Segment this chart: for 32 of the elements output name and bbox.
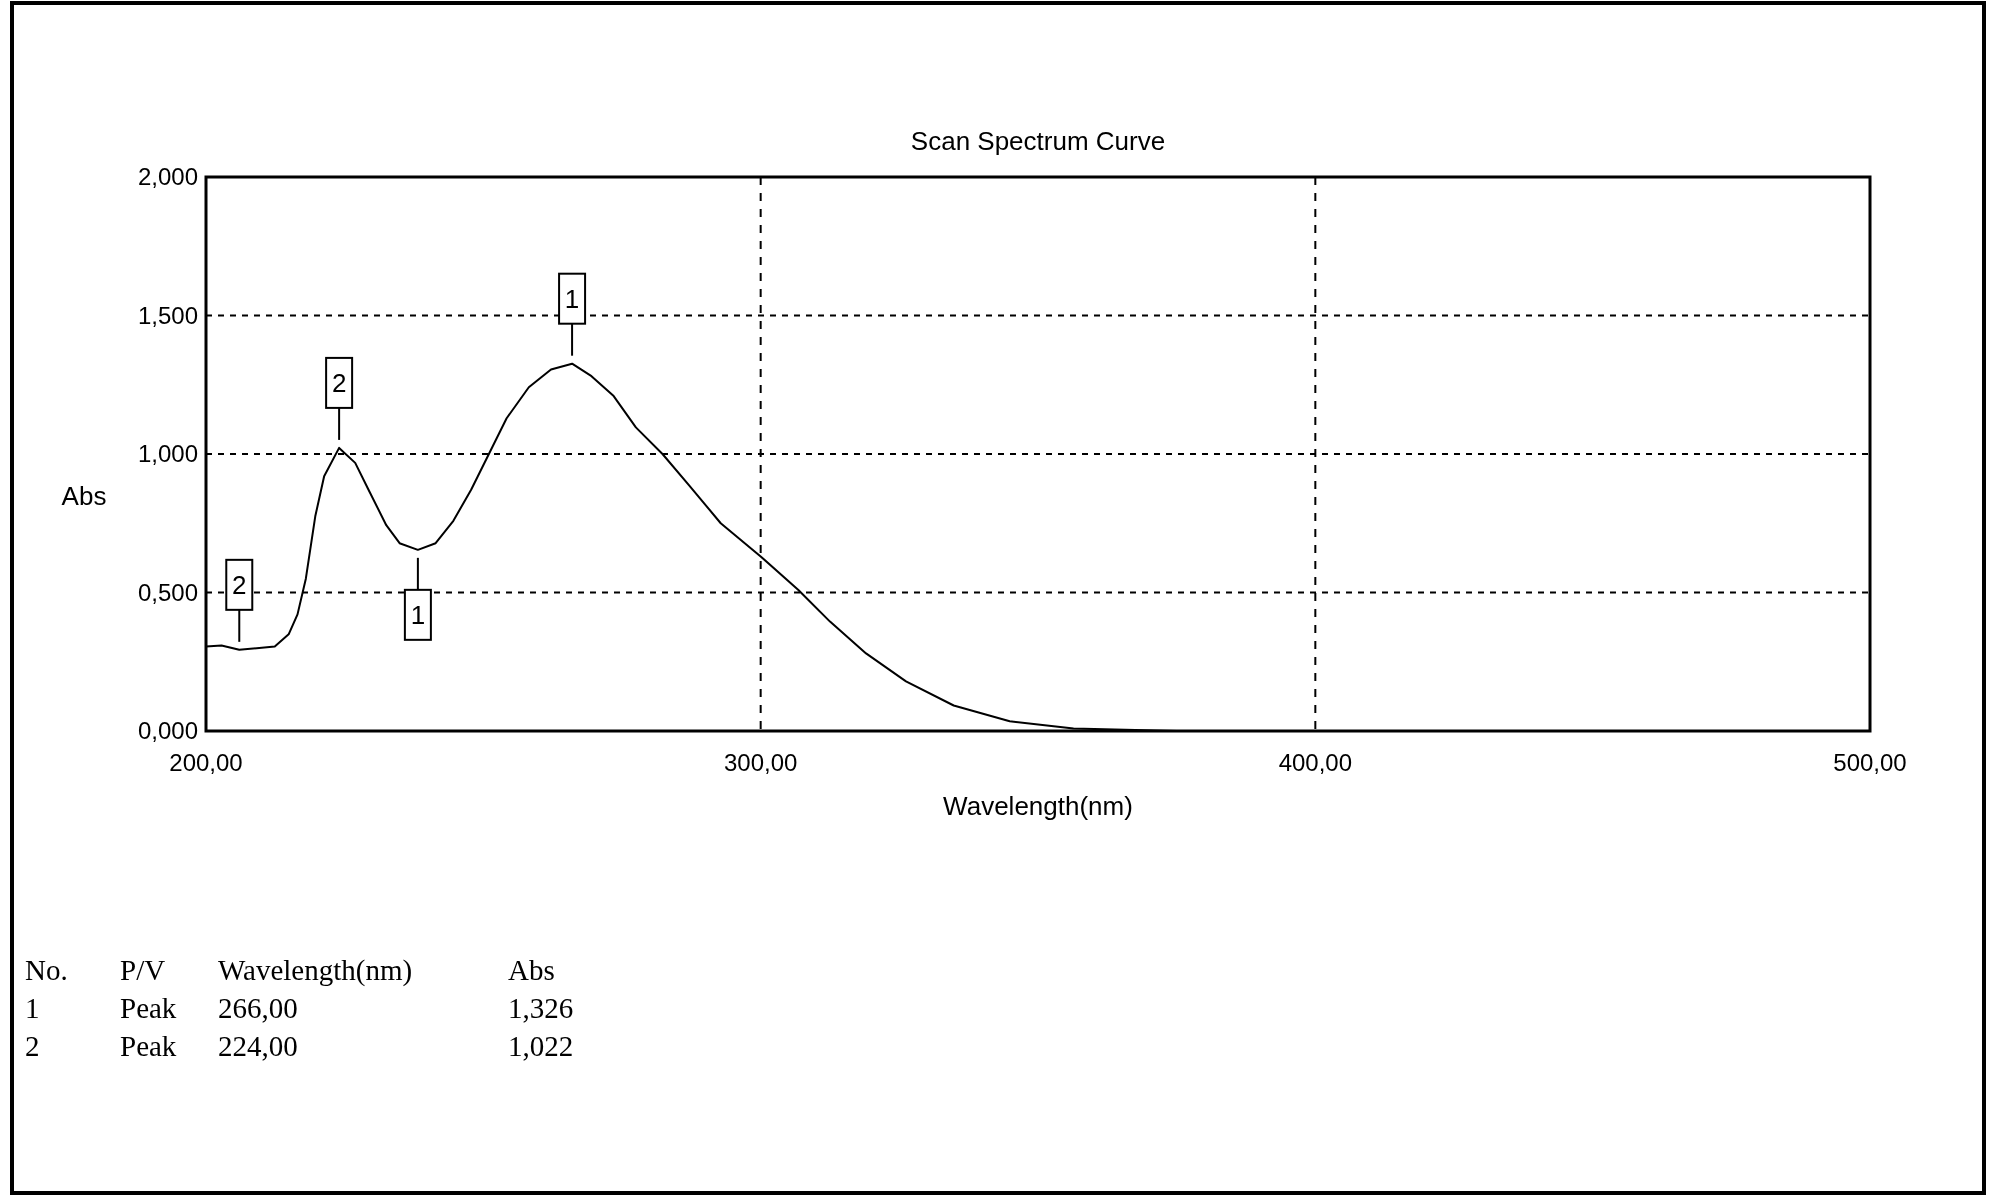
y-axis-title: Abs: [61, 481, 107, 511]
y-tick-label: 2,000: [137, 163, 198, 191]
callout-label: 1: [403, 556, 432, 641]
callout-label: 2: [325, 356, 354, 441]
text: Peak: [120, 992, 177, 1024]
text: Abs: [508, 954, 555, 986]
chart-title: Scan Spectrum Curve: [910, 126, 1166, 156]
y-tick-label: 1,000: [137, 440, 198, 468]
text: 1: [25, 992, 40, 1024]
annotation: 2: [232, 569, 247, 600]
callout-label: 2: [225, 558, 254, 643]
text: P/V: [120, 954, 166, 986]
text: No.: [25, 954, 68, 986]
x-tick-label: 400,00: [1278, 749, 1353, 776]
x-tick-label: 500,00: [1833, 749, 1907, 776]
x-axis-title: Wavelength(nm): [943, 791, 1133, 821]
text: 1,022: [508, 1030, 574, 1062]
callout-label: 1: [558, 272, 587, 357]
text: Peak: [120, 1030, 177, 1062]
x-tick-label: 300,00: [723, 749, 798, 776]
y-tick-label: 1,500: [137, 301, 198, 329]
annotation: 1: [410, 599, 426, 630]
annotation: 1: [564, 283, 580, 314]
y-tick-label: 0,000: [137, 717, 198, 745]
text: 224,00: [218, 1030, 298, 1062]
text: Wavelength(nm): [218, 954, 413, 987]
annotation: 2: [331, 368, 347, 399]
x-tick-label: 200,00: [169, 749, 243, 776]
text: 2: [25, 1030, 40, 1062]
y-tick-label: 0,500: [137, 578, 198, 606]
text: 1,326: [508, 992, 574, 1024]
text: 266,00: [218, 992, 298, 1024]
